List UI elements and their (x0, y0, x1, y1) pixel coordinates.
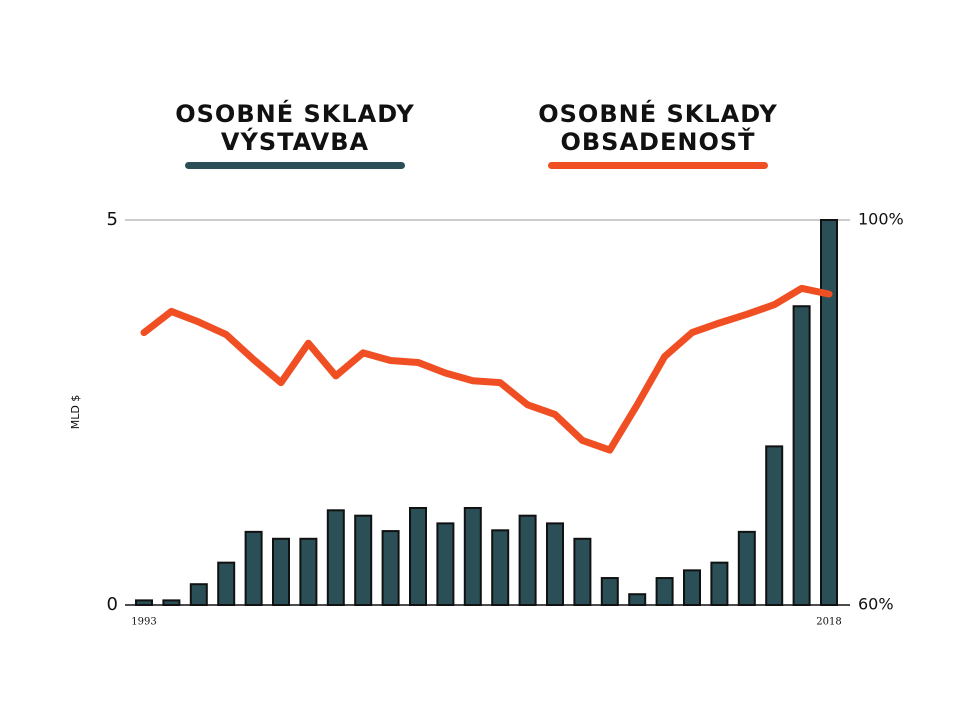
bar (628, 593, 647, 606)
legend-swatch (548, 162, 768, 169)
x-tick-label: 1993 (131, 617, 156, 628)
y-axis-label: MLD $ (69, 395, 82, 430)
y-tick-label: 5 (107, 209, 118, 230)
bar (573, 537, 592, 607)
bar (683, 569, 701, 606)
legend-entry: OSOBNÉ SKLADY OBSADENOSŤ (533, 100, 783, 169)
legend-entry: OSOBNÉ SKLADY VÝSTAVBA (170, 100, 420, 169)
bar (162, 599, 181, 607)
bar (765, 445, 784, 606)
bar (381, 530, 400, 607)
bar (491, 529, 510, 606)
bar (600, 577, 619, 606)
bar (299, 537, 318, 607)
bar (436, 522, 455, 607)
y2-tick-label: 60% (858, 595, 894, 614)
bar (737, 530, 756, 606)
x-tick-label: 2018 (816, 617, 841, 628)
bar (272, 537, 290, 607)
bar (326, 509, 345, 607)
line (140, 284, 833, 454)
bar (354, 514, 373, 606)
legend-swatch (185, 162, 405, 169)
bar (655, 577, 674, 606)
y2-tick-label: 100% (858, 210, 904, 229)
bar (463, 506, 482, 607)
y-tick-label: 0 (107, 594, 118, 615)
bar (518, 514, 537, 606)
bar (820, 219, 838, 606)
bar (189, 583, 208, 607)
bar (792, 305, 811, 606)
bar (546, 522, 564, 607)
legend-label: OSOBNÉ SKLADY VÝSTAVBA (175, 100, 415, 156)
legend-label: OSOBNÉ SKLADY OBSADENOSŤ (538, 100, 778, 156)
bar (217, 561, 236, 607)
bar (135, 599, 153, 607)
bar (409, 506, 427, 607)
bar (710, 561, 729, 607)
bar (244, 530, 263, 606)
